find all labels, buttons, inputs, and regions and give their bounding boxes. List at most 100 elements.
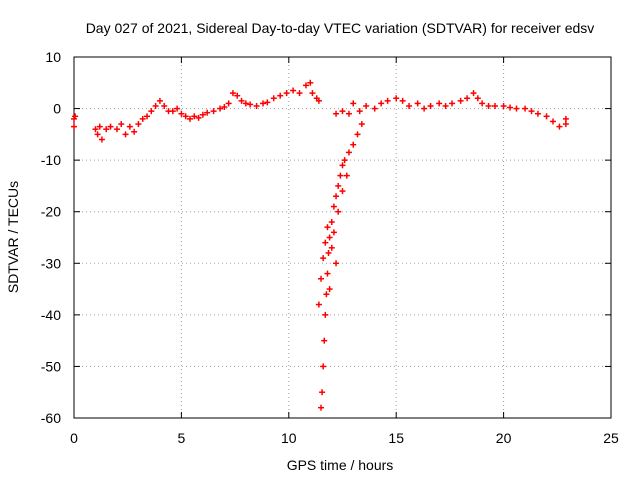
data-point — [118, 121, 125, 128]
y-tick-label: -20 — [41, 204, 61, 220]
data-point — [126, 123, 133, 130]
data-point — [144, 113, 151, 120]
data-point — [221, 104, 228, 111]
data-point — [318, 404, 325, 411]
data-point — [543, 113, 550, 120]
data-point — [72, 113, 79, 120]
data-point — [122, 131, 129, 138]
data-point — [339, 162, 346, 169]
data-point — [479, 100, 486, 107]
data-point — [356, 108, 363, 115]
y-tick-label: -10 — [41, 152, 61, 168]
data-point — [330, 229, 337, 236]
data-point — [139, 115, 146, 122]
data-point — [320, 363, 327, 370]
data-point — [283, 90, 290, 97]
data-point — [449, 100, 456, 107]
x-tick-label: 10 — [281, 430, 297, 446]
data-point — [247, 101, 254, 108]
data-point — [333, 110, 340, 117]
data-point — [156, 97, 163, 104]
data-point — [320, 255, 327, 262]
data-point — [238, 97, 245, 104]
data-point — [507, 104, 514, 111]
data-point — [528, 108, 535, 115]
data-point — [309, 90, 316, 97]
data-point — [343, 172, 350, 179]
data-point — [333, 260, 340, 267]
x-tick-label: 15 — [388, 430, 404, 446]
data-point — [225, 100, 232, 107]
chart-title: Day 027 of 2021, Sidereal Day-to-day VTE… — [86, 20, 595, 36]
data-point — [96, 123, 103, 130]
data-point — [94, 131, 101, 138]
data-point — [315, 301, 322, 308]
data-point — [199, 111, 206, 118]
data-point — [318, 275, 325, 282]
data-point — [335, 208, 342, 215]
data-point — [242, 100, 249, 107]
data-point — [500, 102, 507, 109]
y-tick-label: 0 — [53, 101, 61, 117]
data-point — [135, 121, 142, 128]
data-point — [290, 87, 297, 94]
data-point — [270, 95, 277, 102]
data-point — [485, 102, 492, 109]
data-point — [307, 79, 314, 86]
data-point — [371, 105, 378, 112]
data-point — [324, 270, 331, 277]
data-point — [71, 123, 77, 130]
data-point — [339, 108, 346, 115]
data-point — [513, 105, 520, 112]
data-point — [358, 121, 365, 128]
data-point — [328, 244, 335, 251]
data-point — [326, 286, 333, 293]
data-point — [350, 141, 357, 148]
data-point — [98, 136, 105, 143]
data-point — [321, 337, 328, 344]
data-point — [330, 203, 337, 210]
data-point — [152, 102, 159, 109]
data-point — [464, 95, 471, 102]
data-point — [174, 105, 181, 112]
data-point — [325, 249, 332, 256]
data-point — [339, 188, 346, 195]
data-point — [421, 105, 428, 112]
data-point — [264, 99, 271, 106]
data-point — [195, 114, 202, 121]
data-point — [442, 102, 449, 109]
data-point — [319, 389, 326, 396]
data-point — [296, 90, 303, 97]
data-point — [522, 105, 529, 112]
data-point — [234, 92, 241, 99]
y-axis-label: SDTVAR / TECUs — [5, 181, 21, 293]
data-point — [191, 113, 198, 120]
data-point — [550, 118, 557, 125]
data-point — [345, 110, 352, 117]
data-point — [470, 90, 477, 97]
x-tick-label: 5 — [178, 430, 186, 446]
data-point — [414, 100, 421, 107]
data-point — [384, 97, 391, 104]
data-point — [457, 97, 464, 104]
data-point — [436, 100, 443, 107]
data-point — [178, 110, 185, 117]
data-point — [260, 100, 267, 107]
data-point — [378, 100, 385, 107]
data-point — [427, 102, 434, 109]
data-point — [186, 115, 193, 122]
data-point — [333, 193, 340, 200]
data-point — [363, 102, 370, 109]
data-point — [492, 102, 499, 109]
data-point — [148, 108, 155, 115]
data-point — [354, 131, 361, 138]
data-point — [324, 224, 331, 231]
data-point — [182, 113, 189, 120]
data-point — [107, 123, 114, 130]
data-point — [335, 182, 342, 189]
data-point — [204, 109, 211, 116]
y-tick-label: 10 — [45, 49, 61, 65]
data-point — [323, 291, 330, 298]
data-point — [341, 157, 348, 164]
